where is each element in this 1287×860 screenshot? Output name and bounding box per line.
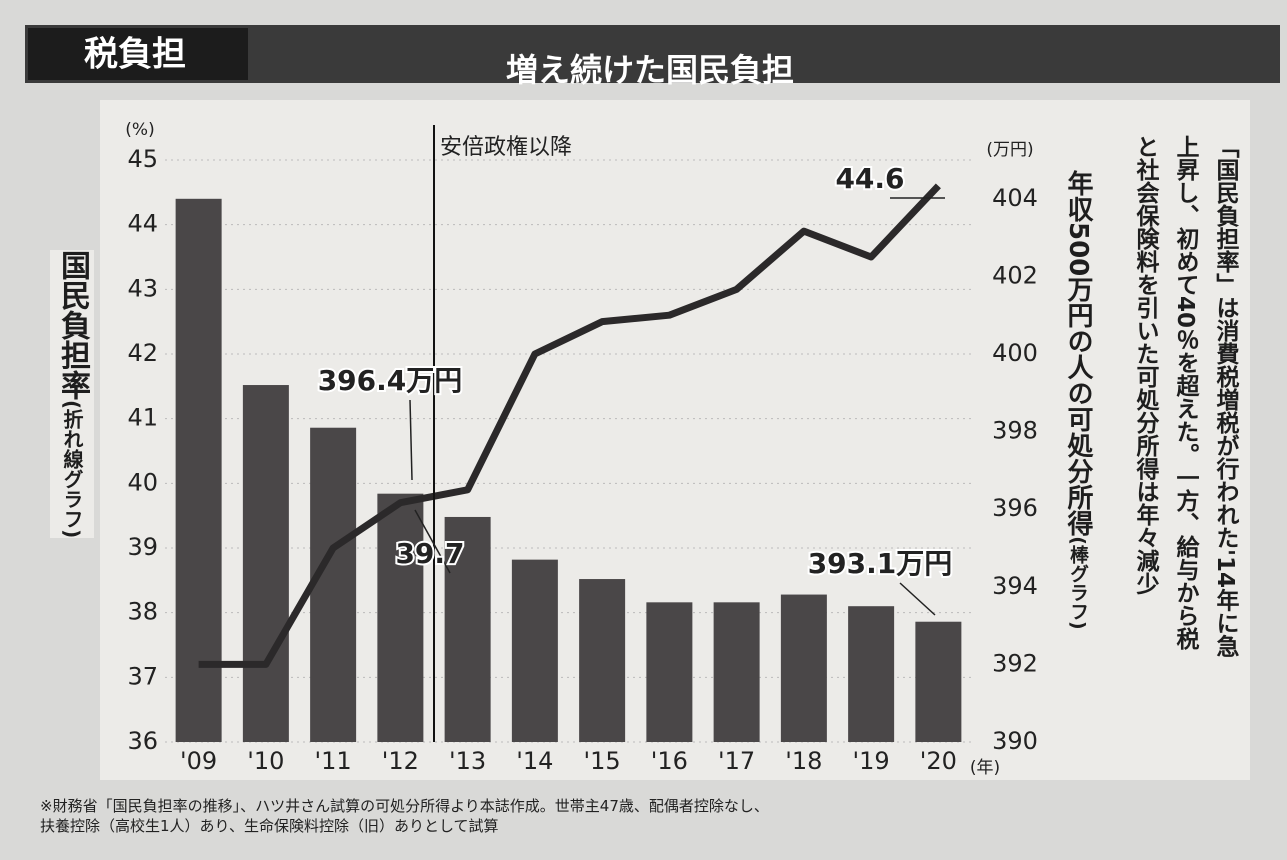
x-tick-label: '18 — [785, 747, 822, 775]
y2-tick-label: 402 — [992, 261, 1038, 289]
y2-tick-label: 400 — [992, 339, 1038, 367]
bar — [175, 198, 222, 743]
x-tick-label: '16 — [651, 747, 688, 775]
bar — [242, 385, 289, 742]
bar — [511, 559, 558, 742]
y-tick-label: 42 — [127, 339, 158, 367]
y2-tick-label: 390 — [992, 727, 1038, 755]
bar — [646, 602, 693, 742]
y-tick-label: 37 — [127, 662, 158, 690]
x-tick-label: '17 — [718, 747, 755, 775]
side-note-line: と社会保険料を引いた可処分所得は年々減少 — [1132, 135, 1158, 595]
y-axis-label: 国民負担率 — [55, 250, 90, 400]
x-tick-label: '14 — [516, 747, 553, 775]
label-leader — [899, 582, 936, 616]
y-tick-label: 41 — [127, 404, 158, 432]
y-unit: (%) — [125, 120, 154, 140]
y2-axis-title: 年収500万円の人の可処分所得(棒グラフ) — [1060, 170, 1097, 630]
bar — [713, 602, 760, 742]
x-tick-label: '10 — [247, 747, 284, 775]
x-tick-label: '15 — [584, 747, 621, 775]
y-tick-label: 39 — [127, 533, 158, 561]
y-tick-label: 40 — [127, 468, 158, 496]
bar — [444, 516, 491, 742]
line — [198, 183, 941, 668]
y2-tick-label: 398 — [992, 417, 1038, 445]
bar — [377, 493, 424, 742]
y-tick-label: 44 — [127, 210, 158, 238]
header-tag-box — [28, 28, 248, 80]
y2-tick-label: 404 — [992, 184, 1038, 212]
y2-tick-label: 392 — [992, 649, 1038, 677]
bar — [848, 606, 895, 742]
label-leader — [414, 509, 451, 574]
y2-axis-label: 年収500万円の人の可処分所得 — [1063, 170, 1093, 537]
side-note: 「国民負担率」は消費税増税が行われた'14年に急 上昇し、初めて40％を超えた。… — [1125, 135, 1245, 657]
bar — [310, 427, 357, 742]
data-label: 396.4万円 — [318, 364, 463, 397]
side-note-line: 上昇し、初めて40％を超えた。一方、給与から税 — [1172, 135, 1198, 651]
x-unit: (年) — [970, 758, 1000, 778]
data-label: 39.7 — [395, 537, 464, 570]
y-tick-label: 38 — [127, 598, 158, 626]
data-label: 393.1万円 — [808, 547, 953, 580]
footnote-line: 扶養控除（高校生1人）あり、生命保険料控除（旧）ありとして試算 — [40, 817, 499, 835]
header-title: 増え続けた国民負担 — [506, 51, 794, 89]
x-tick-label: '12 — [382, 747, 419, 775]
y2-axis-label-note: (棒グラフ) — [1067, 536, 1089, 630]
y2-tick-label: 396 — [992, 494, 1038, 522]
x-tick-label: '09 — [180, 747, 217, 775]
header-tag: 税負担 — [84, 35, 186, 75]
footnote-line: ※財務省「国民負担率の推移」、ハツ井さん試算の可処分所得より本誌作成。世帯主47… — [40, 797, 769, 815]
y2-unit: (万円) — [986, 140, 1033, 160]
x-tick-label: '19 — [853, 747, 890, 775]
bar — [915, 621, 962, 742]
label-leader — [409, 399, 413, 481]
data-label: 44.6 — [835, 162, 904, 195]
y2-tick-label: 394 — [992, 572, 1038, 600]
x-tick-label: '20 — [920, 747, 957, 775]
bar — [780, 594, 827, 742]
annotation: 安倍政権以降 — [440, 135, 572, 160]
bar — [579, 579, 626, 742]
y-axis-label-note: (折れ線グラフ) — [60, 400, 84, 539]
y-tick-label: 43 — [127, 274, 158, 302]
y-axis-title: 国民負担率(折れ線グラフ) — [50, 250, 94, 539]
x-tick-label: '13 — [449, 747, 486, 775]
x-tick-label: '11 — [315, 747, 352, 775]
y-tick-label: 45 — [127, 145, 158, 173]
side-note-line: 「国民負担率」は消費税増税が行われた'14年に急 — [1212, 135, 1238, 658]
y-tick-label: 36 — [127, 727, 158, 755]
